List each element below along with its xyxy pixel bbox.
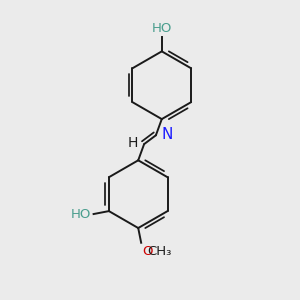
- Text: HO: HO: [152, 22, 172, 35]
- Text: O: O: [142, 245, 153, 258]
- Text: HO: HO: [71, 208, 91, 220]
- Text: CH₃: CH₃: [148, 245, 172, 258]
- Text: H: H: [127, 136, 138, 150]
- Text: N: N: [161, 127, 172, 142]
